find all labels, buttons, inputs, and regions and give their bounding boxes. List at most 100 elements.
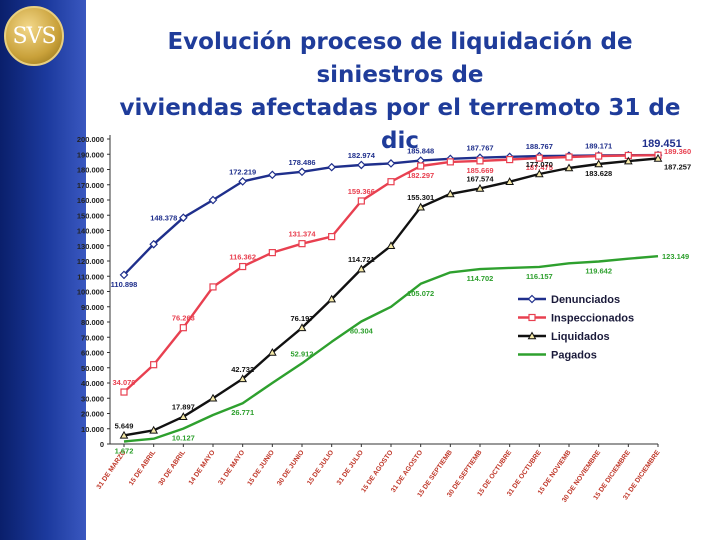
data-label: 187.475: [526, 163, 553, 172]
data-label: 114.721: [348, 255, 375, 264]
y-tick-label: 50.000: [81, 364, 104, 373]
x-tick-label: 30 DE JUNIO: [276, 449, 306, 487]
y-tick-label: 170.000: [77, 181, 104, 190]
data-point: [623, 156, 633, 165]
y-tick-label: 150.000: [77, 211, 104, 220]
data-label: 148.378: [150, 214, 177, 223]
data-label: 189.360: [664, 147, 691, 156]
x-tick-label: 14 DE MAYO: [188, 449, 217, 486]
data-point: [535, 154, 543, 162]
data-point: [150, 361, 158, 369]
data-label: 80.304: [350, 327, 374, 336]
y-tick-label: 10.000: [81, 425, 104, 434]
data-label: 189.451: [642, 138, 682, 150]
data-point: [387, 178, 395, 186]
y-tick-label: 200.000: [77, 135, 104, 144]
y-tick-label: 60.000: [81, 349, 104, 358]
y-tick-label: 0: [100, 440, 104, 449]
y-tick-label: 180.000: [77, 166, 104, 175]
data-point: [239, 262, 247, 271]
data-label: 167.574: [466, 174, 494, 183]
x-tick-label: 15 DE JUNIO: [246, 449, 276, 487]
data-point: [446, 158, 454, 166]
data-label: 182.297: [407, 171, 434, 180]
data-label: 116.362: [229, 253, 256, 262]
title-line-2: viviendas afectadas por el terremoto 31 …: [119, 95, 681, 154]
y-tick-label: 100.000: [77, 288, 104, 297]
data-label: 188.767: [526, 142, 553, 151]
data-point: [386, 241, 396, 250]
data-label: 5.649: [115, 421, 134, 430]
data-point: [178, 213, 188, 223]
data-label: 110.898: [111, 280, 138, 289]
data-label: 26.771: [231, 408, 254, 417]
data-point: [475, 183, 485, 192]
series-line-denunciados: [123, 153, 659, 276]
data-point: [119, 430, 129, 439]
logo-text: SVS: [12, 23, 56, 49]
data-point: [565, 153, 573, 161]
data-point: [327, 294, 337, 303]
data-point: [327, 162, 337, 172]
y-tick-label: 190.000: [77, 150, 104, 159]
data-label: 105.072: [407, 289, 434, 298]
data-label: 42.732: [231, 365, 254, 374]
data-label: 155.301: [407, 193, 434, 202]
data-point: [506, 155, 514, 164]
data-point: [505, 177, 515, 185]
series-line-pagados: [123, 255, 659, 443]
y-tick-label: 160.000: [77, 196, 104, 205]
sidebar-band: SVS: [0, 0, 86, 540]
data-point: [208, 195, 218, 205]
data-point: [357, 197, 365, 205]
title-line-1: Evolución proceso de liquidación de sini…: [167, 29, 633, 88]
data-label: 185.848: [407, 147, 434, 156]
data-point: [267, 170, 277, 180]
y-tick-label: 110.000: [77, 272, 104, 281]
data-point: [268, 249, 276, 257]
data-label: 52.912: [291, 349, 314, 358]
y-tick-label: 130.000: [77, 242, 104, 251]
legend-marker: [528, 313, 536, 322]
data-point: [119, 270, 129, 280]
data-point: [149, 239, 159, 249]
data-label: 189.171: [585, 142, 612, 151]
data-label: 76.197: [291, 314, 314, 323]
data-label: 123.149: [662, 252, 689, 261]
y-tick-label: 30.000: [81, 394, 104, 403]
x-tick-label: 31 DE AGOSTO: [390, 449, 424, 494]
data-label: 172.219: [229, 167, 256, 176]
data-label: 116.157: [526, 272, 553, 281]
data-label: 131.374: [288, 230, 316, 239]
legend-label: Pagados: [551, 350, 597, 362]
data-point: [386, 159, 396, 168]
data-label: 187.257: [664, 162, 691, 171]
data-point: [534, 169, 544, 178]
data-label: 187.767: [466, 144, 493, 153]
x-tick-label: 15 DE AGOSTO: [360, 449, 394, 494]
data-point: [238, 374, 248, 383]
data-point: [297, 167, 307, 177]
data-point: [653, 153, 663, 162]
data-point: [209, 283, 217, 291]
data-point: [356, 160, 366, 170]
data-label: 1.672: [115, 446, 134, 455]
y-tick-label: 80.000: [81, 318, 104, 327]
data-point: [445, 189, 455, 198]
data-label: 10.127: [172, 434, 195, 443]
data-point: [297, 323, 307, 332]
data-label: 183.628: [585, 169, 612, 178]
y-tick-label: 120.000: [77, 257, 104, 266]
y-tick-label: 90.000: [81, 303, 104, 312]
data-label: 119.642: [585, 267, 612, 276]
data-point: [416, 202, 426, 211]
data-point: [149, 425, 159, 434]
data-point: [595, 152, 603, 160]
data-point: [417, 162, 425, 170]
data-label: 177.070: [526, 160, 553, 169]
y-tick-label: 140.000: [77, 227, 104, 236]
legend-label: Denunciados: [551, 294, 620, 306]
data-point: [328, 233, 336, 241]
data-point: [594, 159, 604, 168]
